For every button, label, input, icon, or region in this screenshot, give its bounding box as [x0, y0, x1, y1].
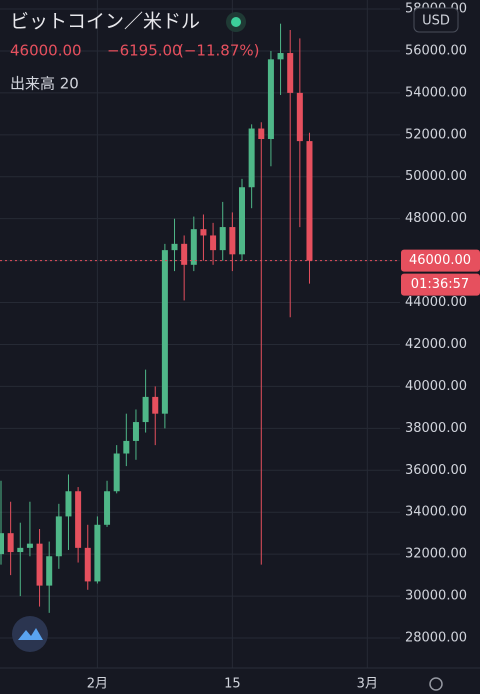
candle-body: [296, 92, 303, 142]
candle-body: [26, 543, 33, 548]
candle-body: [181, 243, 188, 265]
candle-body: [161, 250, 168, 414]
y-tick-label: 48000.00: [405, 211, 467, 226]
overlay: 46000.00 01:36:57: [0, 249, 480, 296]
candle-body: [142, 396, 149, 423]
candles: [0, 23, 313, 613]
y-tick-label: 34000.00: [405, 505, 467, 520]
candle-body: [152, 396, 159, 414]
candle-body: [36, 543, 43, 586]
candle-body: [94, 524, 101, 582]
y-tick-label: 40000.00: [405, 379, 467, 394]
candle-body: [267, 59, 274, 140]
volume-indicator: 出来高 20: [10, 75, 79, 93]
y-tick-label: 32000.00: [405, 547, 467, 562]
y-tick-label: 30000.00: [405, 589, 467, 604]
candle-body: [239, 187, 245, 255]
candle-body: [248, 128, 255, 188]
last-price: 46000.00: [10, 42, 82, 60]
candle-body: [258, 128, 265, 140]
x-tick-label: 15: [224, 677, 241, 692]
y-tick-label: 50000.00: [405, 169, 467, 184]
y-tick-label: 38000.00: [405, 421, 467, 436]
candle-body: [229, 227, 236, 255]
symbol-title: ビットコイン／米ドル: [10, 11, 200, 33]
y-tick-label: 42000.00: [405, 337, 467, 352]
candle-body: [210, 235, 217, 251]
candle-body: [171, 243, 178, 251]
last-price-label: 46000.00: [409, 253, 471, 268]
candle-body: [7, 533, 14, 553]
logo-icon: [18, 628, 43, 640]
y-tick-label: 56000.00: [405, 43, 467, 58]
currency[interactable]: USD: [422, 14, 450, 29]
candle-body: [46, 556, 53, 586]
y-tick-label: 44000.00: [405, 295, 467, 310]
y-tick-label: 28000.00: [405, 631, 467, 646]
currency-box[interactable]: [413, 7, 459, 33]
x-tick-label: 2月: [87, 677, 108, 692]
candle-body: [84, 547, 91, 582]
price-change: −6195.00: [107, 42, 182, 60]
status-dot: [231, 17, 241, 27]
candle-body: [55, 516, 62, 557]
candle-body: [132, 422, 139, 441]
x-tick-label: 3月: [357, 677, 378, 692]
logo-button[interactable]: [12, 616, 48, 652]
y-tick-label: 54000.00: [405, 85, 467, 100]
price-change-pct: (−11.87%): [178, 42, 259, 60]
candle-body: [104, 491, 111, 525]
candle-body: [190, 229, 197, 265]
settings-icon[interactable]: [429, 677, 443, 691]
last-price-box: [401, 249, 480, 272]
candle-body: [17, 547, 24, 553]
candle-body: [123, 440, 130, 454]
candle-body: [277, 53, 284, 60]
candle-body: [75, 491, 82, 548]
candle-body: [113, 453, 120, 492]
y-tick-label: 36000.00: [405, 463, 467, 478]
candle-body: [200, 229, 207, 236]
candle-body: [65, 491, 72, 517]
candle-body: [287, 53, 294, 93]
candle-body: [306, 141, 313, 261]
countdown: 01:36:57: [411, 277, 469, 292]
countdown-box: [401, 273, 480, 296]
candle-body: [0, 533, 4, 555]
candle-body: [219, 227, 226, 251]
y-tick-label: 52000.00: [405, 127, 467, 142]
